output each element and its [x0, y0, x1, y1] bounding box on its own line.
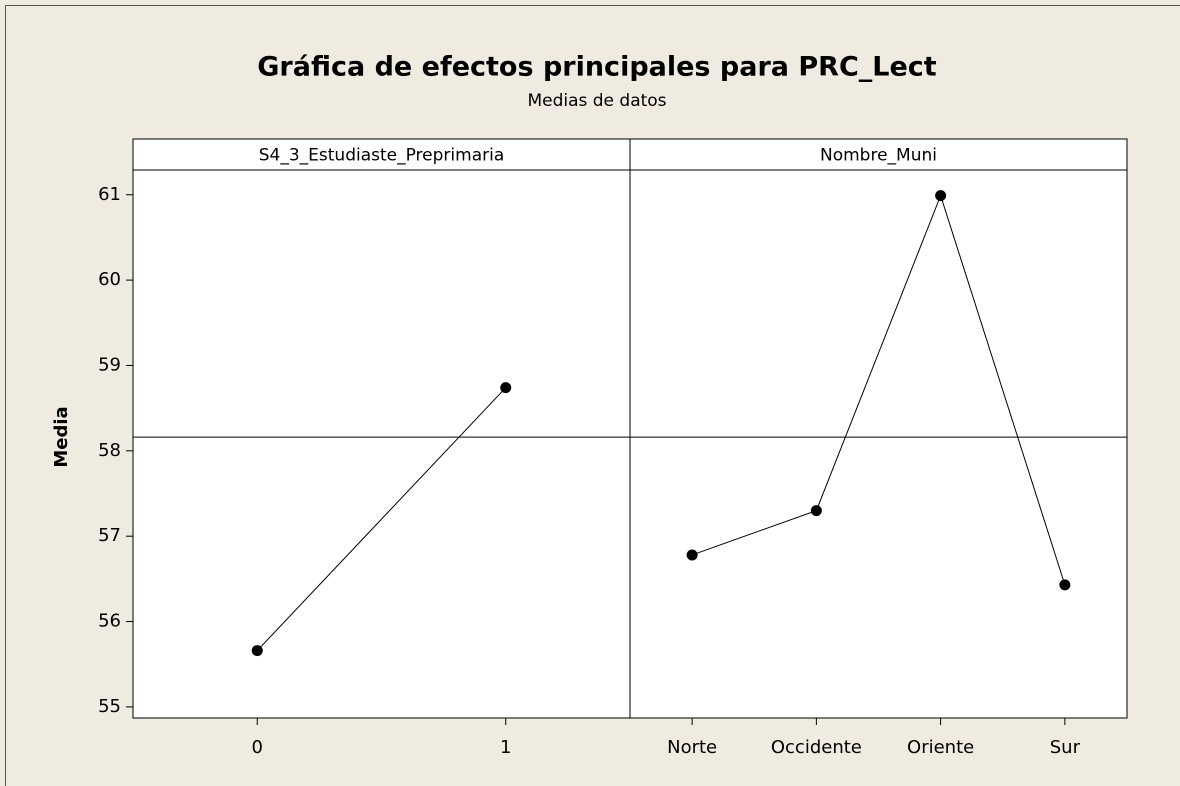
x-tick-label: Oriente	[907, 737, 974, 758]
x-tick-label: Sur	[1050, 737, 1081, 758]
point	[251, 645, 263, 657]
panel-title: Nombre_Muni	[820, 146, 937, 166]
x-tick-label: Norte	[667, 737, 717, 758]
y-tick-label: 57	[98, 525, 121, 546]
chart-title: Gráfica de efectos principales para PRC_…	[257, 52, 937, 83]
point	[500, 382, 512, 394]
y-tick-label: 60	[98, 269, 121, 290]
frame	[5, 5, 1180, 786]
point	[1059, 579, 1071, 591]
y-tick-label: 56	[98, 611, 121, 632]
x-tick-label: Occidente	[771, 737, 862, 758]
panel-title: S4_3_Estudiaste_Preprimaria	[259, 146, 505, 166]
y-tick-label: 61	[98, 184, 121, 205]
point	[935, 190, 947, 202]
chart-subtitle: Medias de datos	[527, 91, 666, 111]
line	[256, 387, 507, 651]
line	[691, 194, 1066, 585]
point	[686, 549, 698, 561]
panel-header	[132, 138, 631, 171]
x-tick-label: 1	[500, 737, 511, 758]
y-tick-label: 55	[98, 696, 121, 717]
point	[810, 505, 822, 517]
x-tick-label: 0	[252, 737, 263, 758]
panel-header	[629, 138, 1128, 171]
y-tick-label: 59	[98, 354, 121, 375]
y-tick-label: 58	[98, 440, 121, 461]
y-axis-label: Media	[51, 406, 72, 467]
